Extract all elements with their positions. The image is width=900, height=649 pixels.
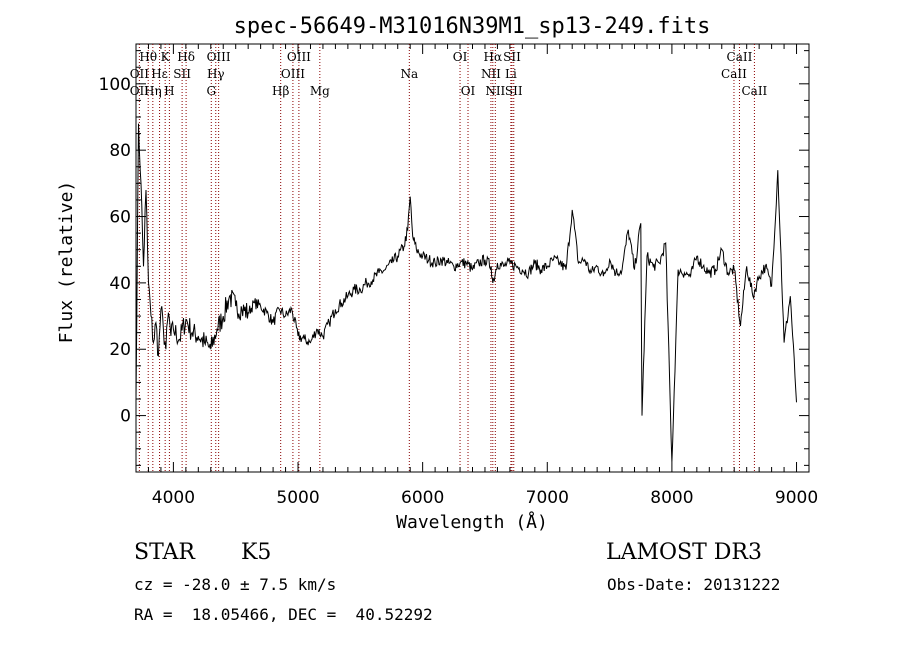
x-tick-label: 8000 <box>650 488 693 508</box>
y-tick-label: 20 <box>109 340 131 360</box>
line-label: Hε <box>151 67 168 81</box>
y-tick-label: 40 <box>109 274 131 294</box>
x-axis-label: Wavelength (Å) <box>396 511 548 533</box>
line-label: Mg <box>310 84 330 98</box>
line-label: NII <box>485 84 505 98</box>
line-label: Hγ <box>207 67 225 81</box>
line-label: OIII <box>287 50 311 64</box>
line-label: OI <box>453 50 468 64</box>
x-tick-label: 7000 <box>526 488 569 508</box>
x-tick-label: 4000 <box>152 488 195 508</box>
line-label: Hη <box>144 84 162 98</box>
line-label: Hβ <box>272 84 289 98</box>
chart-title: spec-56649-M31016N39M1_sp13-249.fits <box>234 14 711 39</box>
x-tick-label: 6000 <box>401 488 444 508</box>
survey-label: LAMOST DR3 <box>606 540 762 565</box>
plot-frame <box>135 43 810 473</box>
y-tick-label: 80 <box>109 141 131 161</box>
spectrum-line <box>135 123 797 463</box>
line-label: CaII <box>721 67 747 81</box>
line-label: OI <box>461 84 476 98</box>
object-subclass: K5 <box>241 540 272 565</box>
x-tick-label: 5000 <box>276 488 319 508</box>
line-label: Hδ <box>177 50 195 64</box>
y-axis-label: Flux (relative) <box>56 181 77 344</box>
y-tick-label: 100 <box>99 75 131 95</box>
line-label: OII <box>130 67 150 81</box>
x-tick-label: 9000 <box>775 488 818 508</box>
obs-date-text: Obs-Date: 20131222 <box>607 575 781 594</box>
y-tick-label: 60 <box>109 208 131 228</box>
line-label: OIII <box>281 67 305 81</box>
line-label: OII <box>130 84 150 98</box>
y-tick-label: 0 <box>120 407 131 427</box>
line-label: SII <box>503 50 521 64</box>
object-class: STAR <box>134 540 195 565</box>
line-label: SII <box>505 84 523 98</box>
line-label: NII <box>481 67 501 81</box>
line-label: Li <box>505 67 517 81</box>
line-label: Hα <box>484 50 503 64</box>
axis-ticks: 4000 5000 6000 7000 8000 9000 0 20 40 60 80 100 <box>99 44 818 508</box>
line-label: H <box>164 84 174 98</box>
line-markers <box>138 44 755 472</box>
line-label: Na <box>400 67 418 81</box>
line-label: CaII <box>727 50 753 64</box>
redshift-text: cz = -28.0 ± 7.5 km/s <box>134 575 337 594</box>
coordinates-text: RA = 18.05466, DEC = 40.52292 <box>134 605 433 624</box>
line-label: OIII <box>207 50 231 64</box>
line-label: SII <box>173 67 191 81</box>
line-label: Hθ <box>139 50 157 64</box>
line-label: CaII <box>741 84 767 98</box>
line-label: K <box>161 50 171 64</box>
line-label: G <box>206 84 216 98</box>
